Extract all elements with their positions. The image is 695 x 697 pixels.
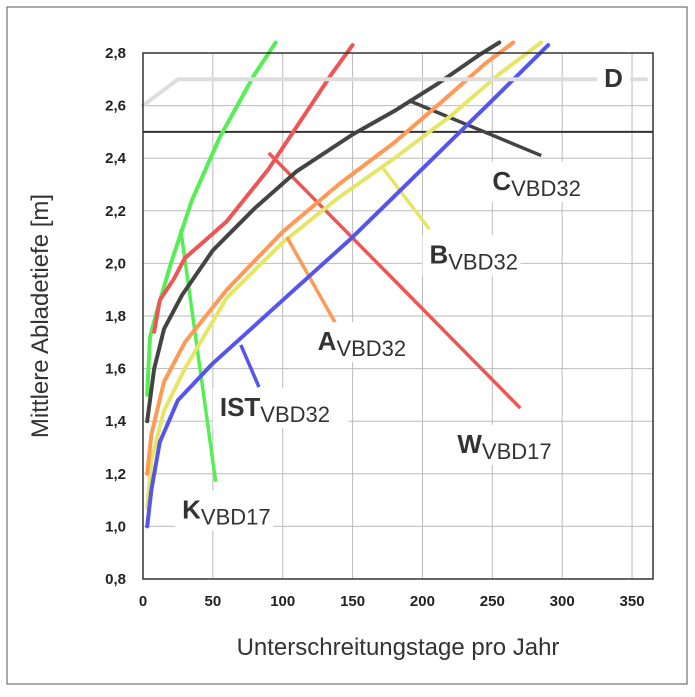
y-tick-label: 1,8 — [105, 308, 126, 325]
leader-line-a — [285, 236, 338, 325]
tick-labels: 0 50 100 150 200 250 300 350 0,8 1,0 1,2 1,4 1,6 1,8 2… — [105, 45, 644, 610]
series-line-a — [145, 40, 516, 476]
y-tick-label: 1,6 — [105, 361, 126, 378]
series-label-bg — [450, 424, 549, 465]
series-line-b — [145, 40, 544, 510]
leader-line-k — [178, 228, 218, 482]
y-tick-label: 2,2 — [105, 203, 126, 220]
series-line-w — [152, 43, 355, 334]
series-label-a: AVBD32 — [318, 326, 407, 361]
series-lines — [141, 40, 648, 529]
series-label-k: KVBD17 — [182, 495, 271, 530]
x-tick-label: 200 — [410, 593, 435, 610]
series-label-w: WVBD17 — [457, 429, 551, 464]
leader-line-w — [267, 151, 522, 410]
x-tick-label: 0 — [139, 593, 147, 610]
series-line-ist — [145, 43, 551, 529]
y-tick-label: 2,8 — [105, 45, 126, 62]
y-axis-label: Mittlere Abladetiefe [m] — [27, 194, 54, 438]
series-label-b: BVBD32 — [429, 239, 518, 274]
leader-line-b — [381, 167, 431, 231]
series-label-bg — [485, 161, 584, 202]
x-tick-label: 300 — [550, 593, 575, 610]
series-label-bg — [212, 387, 349, 428]
y-tick-label: 0,8 — [105, 571, 126, 588]
series-labels: KVBD17 WVBD17 CVBD32 BVBD32 AVBD32 ISTVBD32 D — [175, 59, 631, 531]
x-tick-label: 150 — [340, 593, 365, 610]
x-tick-label: 250 — [480, 593, 505, 610]
y-tick-label: 1,2 — [105, 466, 126, 483]
y-tick-label: 1,0 — [105, 518, 126, 535]
x-tick-label: 350 — [620, 593, 645, 610]
series-line-d — [141, 77, 648, 108]
y-tick-label: 2,0 — [105, 255, 126, 272]
series-label-bg — [422, 235, 521, 276]
series-label-ist: ISTVBD32 — [220, 392, 330, 427]
x-axis-label: Unterschreitungstage pro Jahr — [237, 634, 560, 661]
series-label-d: D — [604, 63, 623, 93]
x-tick-label: 100 — [270, 593, 295, 610]
series-label-bg — [310, 322, 409, 363]
y-tick-label: 1,4 — [105, 413, 127, 430]
series-label-c: CVBD32 — [492, 166, 581, 201]
x-tick-label: 50 — [205, 593, 222, 610]
series-label-bg — [597, 59, 631, 100]
y-tick-label: 2,6 — [105, 98, 126, 115]
plot-area-frame — [142, 52, 654, 580]
series-label-bg — [175, 490, 274, 531]
leader-line-ist — [239, 344, 261, 388]
y-tick-label: 2,4 — [105, 150, 127, 167]
